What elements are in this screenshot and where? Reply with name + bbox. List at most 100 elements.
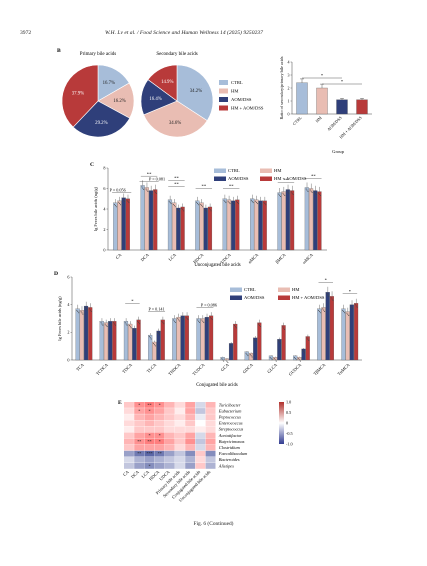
data-point bbox=[168, 200, 170, 202]
data-point bbox=[185, 316, 187, 318]
data-point bbox=[119, 203, 121, 204]
data-point bbox=[124, 322, 126, 324]
x-tick-label-mca: βMCA bbox=[274, 252, 287, 265]
data-point bbox=[354, 304, 356, 306]
bar-tlca-aom-dss bbox=[156, 330, 161, 361]
heatmap-cell bbox=[185, 463, 196, 469]
data-point bbox=[206, 211, 208, 213]
heatmap-cell bbox=[134, 420, 145, 427]
heatmap-row-label-clostridium: Clostridium bbox=[219, 445, 240, 450]
data-point bbox=[279, 342, 281, 344]
heatmap-row-label-eubacterium: Eubacterium bbox=[218, 408, 242, 413]
data-point bbox=[259, 324, 261, 326]
data-point bbox=[141, 186, 143, 188]
heatmap-cell bbox=[185, 450, 196, 457]
bar-tca-hm bbox=[79, 310, 84, 361]
data-point bbox=[288, 192, 290, 194]
data-point bbox=[110, 324, 112, 326]
heatmap-cell bbox=[195, 402, 206, 408]
data-point bbox=[206, 319, 208, 321]
y-tick-label: 8 bbox=[103, 165, 105, 170]
heatmap-cell bbox=[144, 432, 155, 439]
signif-star: ** bbox=[311, 173, 316, 178]
data-point bbox=[318, 309, 320, 311]
bar-tudca-hm-aom-dss bbox=[208, 315, 214, 361]
data-point bbox=[101, 323, 103, 325]
p-value-annotation: P = 0.056 bbox=[110, 188, 126, 193]
data-point bbox=[307, 338, 309, 340]
signif-star: ** bbox=[284, 178, 289, 183]
data-point bbox=[197, 204, 199, 206]
bar-hdca-hm bbox=[199, 202, 204, 251]
data-point bbox=[306, 337, 308, 339]
bar-tudca-aom-dss bbox=[204, 316, 209, 361]
data-point bbox=[178, 211, 180, 213]
heatmap-cell bbox=[134, 426, 145, 433]
figure-caption: Fig. 6 (Continued) bbox=[193, 521, 234, 527]
legend-label-hm: HM bbox=[231, 89, 238, 94]
heatmap-scale-tick: 1.0 bbox=[286, 400, 291, 405]
data-point bbox=[305, 188, 307, 190]
data-point bbox=[356, 306, 358, 308]
data-point bbox=[183, 319, 185, 321]
data-point bbox=[290, 191, 292, 193]
data-point bbox=[205, 210, 207, 212]
p-value-annotation: P = 0.081 bbox=[149, 176, 165, 181]
bar-tdca-hm bbox=[128, 323, 133, 361]
data-point bbox=[350, 305, 352, 307]
data-point bbox=[283, 327, 285, 329]
legend-swatch-hm-aom-dss bbox=[219, 105, 228, 111]
data-point bbox=[274, 359, 276, 361]
legend-label-aom-dss: AOM/DSS bbox=[231, 97, 252, 102]
data-point bbox=[106, 326, 108, 328]
legend-label-ctrl: CTRL bbox=[231, 80, 243, 85]
ratio-y-tick-label: 3 bbox=[288, 72, 290, 77]
heatmap-cell bbox=[205, 456, 216, 463]
data-point bbox=[247, 355, 249, 357]
heatmap-signif-star: ** bbox=[147, 439, 151, 444]
data-point bbox=[225, 359, 227, 361]
data-point bbox=[153, 190, 155, 192]
bar-mca-aom-dss bbox=[285, 189, 290, 251]
bar-tca-aom-dss bbox=[83, 305, 89, 361]
data-point bbox=[251, 356, 253, 358]
data-point bbox=[246, 353, 248, 355]
heatmap-cell bbox=[205, 402, 216, 408]
data-point bbox=[153, 343, 155, 345]
data-point bbox=[342, 309, 344, 311]
data-point bbox=[292, 193, 294, 195]
y-tick-label: 6 bbox=[67, 274, 69, 279]
data-point bbox=[323, 309, 325, 311]
heatmap-cell bbox=[205, 426, 216, 433]
data-point bbox=[304, 352, 306, 354]
heatmap-cell bbox=[134, 450, 145, 457]
heatmap-cell bbox=[164, 420, 175, 427]
data-point bbox=[159, 334, 161, 336]
heatmap-cell bbox=[164, 432, 175, 439]
data-point bbox=[251, 200, 253, 202]
data-point bbox=[200, 203, 202, 205]
data-point bbox=[330, 297, 332, 299]
signif-star: ** bbox=[229, 184, 234, 189]
data-point bbox=[250, 355, 252, 357]
heatmap-cell bbox=[175, 408, 185, 414]
data-point bbox=[100, 322, 102, 324]
data-point bbox=[170, 203, 172, 205]
heatmap-row-label-acetatifactor: Acetatifactor bbox=[218, 433, 242, 438]
data-point bbox=[237, 203, 239, 205]
y-tick-label: 0 bbox=[67, 357, 69, 362]
data-point bbox=[178, 319, 180, 321]
bar-glca-hm-aom-dss bbox=[281, 325, 286, 361]
bar-mca-ctrl bbox=[250, 198, 255, 251]
data-point bbox=[114, 205, 116, 207]
data-point bbox=[352, 308, 354, 310]
heatmap-cell bbox=[195, 432, 206, 439]
heatmap-cell bbox=[144, 408, 155, 414]
legend-swatch-hm-aom-dss bbox=[278, 295, 290, 300]
data-point bbox=[137, 320, 139, 322]
data-point bbox=[134, 330, 136, 332]
pie-slice-label: 34.6% bbox=[169, 121, 181, 126]
bar-hdca-ctrl bbox=[195, 200, 200, 251]
data-point bbox=[126, 199, 128, 201]
heatmap-col-label-dca: DCA bbox=[130, 469, 141, 480]
